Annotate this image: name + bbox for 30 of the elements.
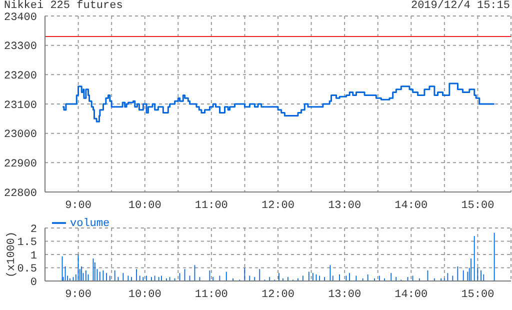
x-tick-label: 12:00 <box>261 200 295 212</box>
y-tick-label: 23000 <box>4 129 37 142</box>
y-tick-label: 23200 <box>4 70 37 83</box>
y-tick-label: 23100 <box>4 100 37 112</box>
chart-subtitle: 2019/12/4 15:15 <box>410 0 510 12</box>
x-tick-label: 10:00 <box>128 200 162 212</box>
x-tick-label: 11:00 <box>194 288 228 301</box>
x-tick-label: 9:00 <box>65 288 92 301</box>
y-tick-label: 0 <box>30 276 37 289</box>
chart-title: Nikkei 225 futures <box>4 0 123 12</box>
x-tick-label: 14:00 <box>394 200 428 212</box>
x-tick-label: 13:00 <box>328 200 362 212</box>
x-tick-label: 13:00 <box>328 288 362 301</box>
x-tick-label: 11:00 <box>194 200 228 212</box>
y-tick-label: 23300 <box>4 41 37 54</box>
x-tick-label: 15:00 <box>461 288 494 301</box>
y-tick-label: 0.5 <box>17 264 37 276</box>
y-tick-label: 23400 <box>4 12 37 24</box>
y-axis-title: (x1000) <box>6 231 18 278</box>
x-tick-label: 12:00 <box>261 288 295 301</box>
x-tick-label: 15:00 <box>461 200 494 212</box>
y-tick-label: 2 <box>30 224 37 236</box>
y-tick-label: 1.5 <box>17 237 37 250</box>
x-tick-label: 10:00 <box>128 288 162 301</box>
x-tick-label: 9:00 <box>65 200 92 212</box>
y-tick-label: 22800 <box>4 188 37 200</box>
x-tick-label: 14:00 <box>394 288 428 301</box>
y-tick-label: 22900 <box>4 158 37 171</box>
legend-label: volume <box>70 218 110 230</box>
y-tick-label: 1 <box>30 250 38 262</box>
